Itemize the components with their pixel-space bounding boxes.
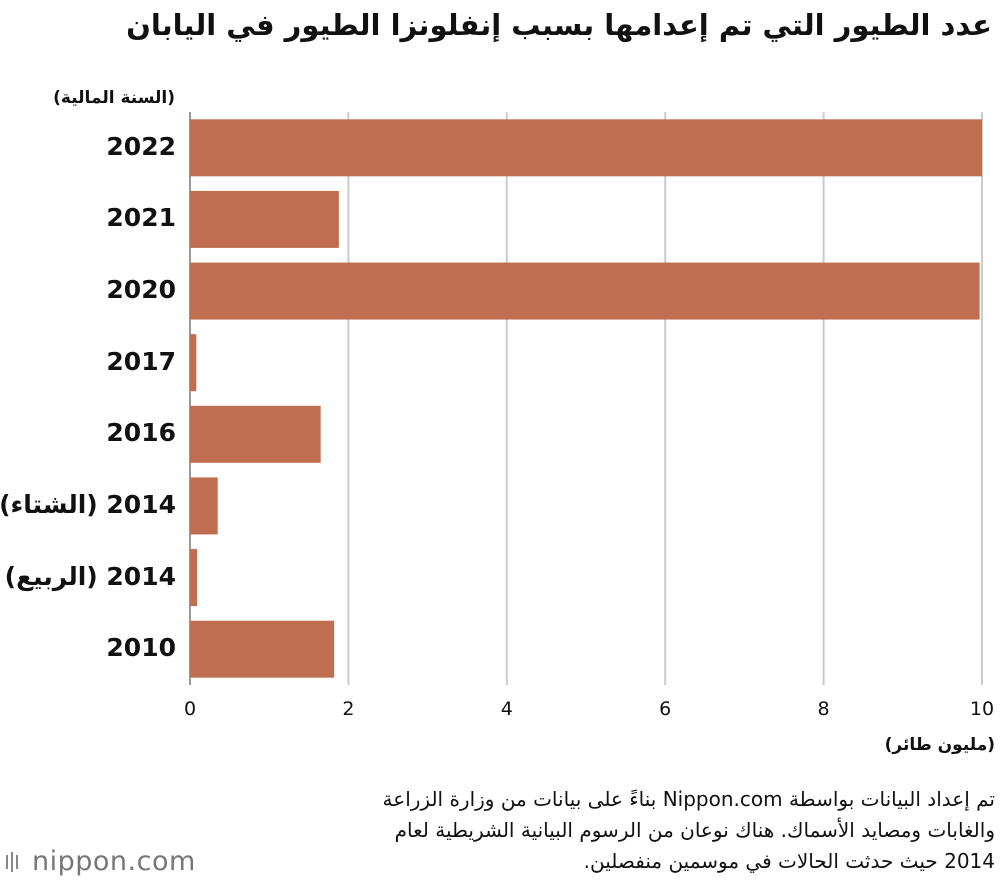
y-tick-label: 2017 bbox=[106, 346, 176, 376]
x-tick-label: 6 bbox=[659, 698, 672, 720]
chart-title: عدد الطيور التي تم إعدامها بسبب إنفلونزا… bbox=[126, 8, 992, 42]
bar bbox=[190, 262, 980, 320]
bar bbox=[190, 334, 197, 392]
x-tick-label: 2 bbox=[342, 698, 355, 720]
logo-mark bbox=[6, 852, 18, 872]
x-tick-label: 4 bbox=[500, 698, 513, 720]
x-tick-label: 0 bbox=[183, 698, 197, 720]
y-tick-label: 2016 bbox=[106, 418, 176, 448]
bar bbox=[190, 405, 321, 463]
y-tick-label: 2010 bbox=[106, 633, 176, 663]
bar bbox=[190, 119, 982, 177]
x-tick-label: 8 bbox=[817, 698, 830, 720]
footnote: 2014 حيث حدثت الحالات في موسمين منفصلين. bbox=[583, 849, 995, 873]
y-tick-label: 2014 (الشتاء) bbox=[0, 489, 176, 519]
footnote: تم إعداد البيانات بواسطة Nippon.com بناء… bbox=[382, 787, 995, 811]
y-tick-label: 2022 bbox=[106, 131, 176, 161]
y-axis-label: (السنة المالية) bbox=[53, 88, 175, 108]
y-tick-label: 2014 (الربيع) bbox=[4, 561, 176, 591]
x-tick-label: 10 bbox=[969, 698, 995, 720]
bar bbox=[190, 190, 339, 248]
bar bbox=[190, 620, 335, 678]
bar bbox=[190, 549, 198, 607]
footnote: والغابات ومصايد الأسماك. هناك نوعان من ا… bbox=[394, 818, 995, 842]
x-axis-label: (مليون طائر) bbox=[884, 735, 995, 755]
logo: nippon.com bbox=[32, 846, 196, 877]
y-tick-label: 2020 bbox=[106, 275, 176, 305]
bar bbox=[190, 477, 218, 535]
y-tick-label: 2021 bbox=[106, 203, 176, 233]
